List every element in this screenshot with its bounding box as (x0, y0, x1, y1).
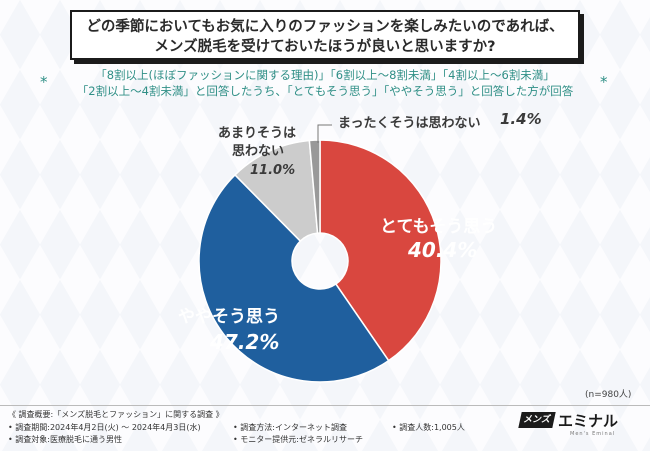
logo-mark: メンズ (518, 412, 556, 428)
leader-line (317, 124, 332, 143)
slice-label-not-at-all: まったくそうは思わない (338, 116, 481, 131)
asterisk-right: * (600, 73, 608, 91)
title-line-1: どの季節においてもお気に入りのファッションを楽しみたいのであれば、 (86, 19, 564, 35)
subtitle-line-2: 「2割以上〜4割未満」と回答したうち、「とてもそう思う」「ややそう思う」と回答し… (76, 84, 574, 98)
footer: 《 調査概要:「メンズ脱毛とファッション」に関する調査 》 • 調査期間:202… (0, 405, 650, 451)
footer-provider: • モニター提供元:ゼネラルリサーチ (233, 435, 363, 444)
subtitle-line-1: 「8割以上(ほぼファッションに関する理由)」「6割以上〜8割未満」「4割以上〜6… (95, 68, 555, 82)
title-line-2: メンズ脱毛を受けておいたほうが良いと思いますか? (154, 39, 496, 55)
footer-method: • 調査方法:インターネット調査 (233, 423, 347, 432)
slice-label-very-much: とてもそう思う (380, 217, 498, 237)
slice-value-not-much: 11.0% (250, 163, 296, 178)
sample-size-note: (n=980人) (585, 390, 632, 400)
slice-value-very-much: 40.4% (408, 238, 478, 262)
brand-logo: メンズ エミナル Men's Eminal (518, 410, 645, 440)
logo-text: エミナル (558, 412, 619, 430)
slice-label-somewhat: ややそう思う (178, 307, 280, 327)
slice-label-not-much-1: あまりそうは (218, 126, 297, 141)
slice-not-much (233, 139, 319, 243)
logo-sub: Men's Eminal (570, 431, 616, 437)
slice-somewhat (198, 173, 390, 383)
slice-not-at-all (308, 139, 321, 234)
slice-value-not-at-all: 1.4% (500, 110, 542, 128)
footer-target: • 調査対象:医療脱毛に通う男性 (8, 435, 122, 444)
footer-period: • 調査期間:2024年4月2日(火) 〜 2024年4月3日(水) (8, 423, 201, 432)
slice-value-somewhat: 47.2% (210, 330, 280, 354)
title-box: どの季節においてもお気に入りのファッションを楽しみたいのであれば、 メンズ脱毛を… (70, 10, 580, 60)
footer-overview: 《 調査概要:「メンズ脱毛とファッション」に関する調査 》 (8, 410, 224, 419)
footer-count: • 調査人数:1,005人 (392, 423, 465, 432)
slice-label-not-much-2: 思わない (232, 144, 285, 159)
slice-very-much (319, 139, 442, 362)
asterisk-left: * (40, 73, 48, 91)
